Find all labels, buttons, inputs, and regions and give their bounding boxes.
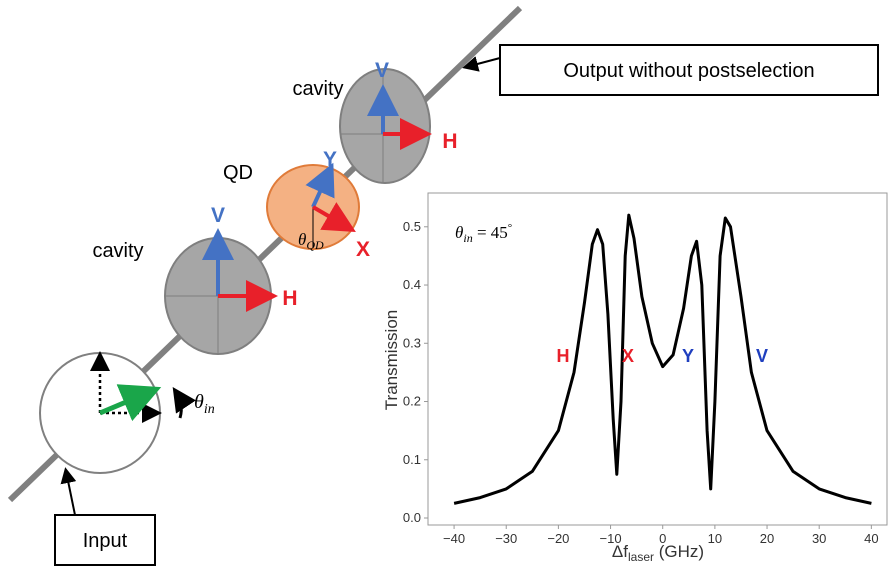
- pointer: [462, 56, 501, 72]
- x-tick-label: 10: [708, 531, 722, 546]
- y-tick-label: 0.4: [403, 277, 421, 292]
- peak-label: X: [622, 346, 634, 366]
- x-tick-label: 30: [812, 531, 826, 546]
- y-arrow: [305, 162, 335, 208]
- peak-label: Y: [682, 346, 694, 366]
- label: H: [442, 130, 457, 153]
- chart-annotation: θin = 45°: [455, 222, 512, 245]
- rotation-arrow: [172, 387, 196, 419]
- y-tick-label: 0.3: [403, 335, 421, 350]
- label: V: [375, 59, 389, 82]
- x-axis-label: Δflaser (GHz): [612, 542, 704, 564]
- label: cavity: [92, 240, 143, 262]
- output-box: [499, 44, 879, 96]
- label: cavity: [292, 78, 343, 100]
- label: V: [211, 204, 225, 227]
- label: Y: [323, 148, 337, 171]
- label: Input: [83, 530, 128, 552]
- input-box: [54, 514, 156, 566]
- y-tick-label: 0.0: [403, 510, 421, 525]
- label: H: [282, 287, 297, 310]
- x-tick-label: −30: [495, 531, 517, 546]
- x-tick-label: 40: [864, 531, 878, 546]
- y-tick-label: 0.1: [403, 452, 421, 467]
- x-tick-label: −40: [443, 531, 465, 546]
- curve: [453, 213, 872, 505]
- x-tick-label: 20: [760, 531, 774, 546]
- plot-area: [427, 192, 888, 526]
- theta-qd: θQD: [298, 230, 324, 252]
- x-tick-label: −20: [547, 531, 569, 546]
- y-tick-label: 0.2: [403, 394, 421, 409]
- label: X: [356, 238, 370, 261]
- x-tick-label: −10: [600, 531, 622, 546]
- pointer: [60, 467, 77, 516]
- input-vector: [99, 384, 162, 422]
- y-axis-label: Transmission: [382, 310, 401, 410]
- peak-label: H: [557, 346, 570, 366]
- theta-in: θin: [194, 391, 215, 417]
- x-tick-label: 0: [659, 531, 666, 546]
- label: Output without postselection: [563, 60, 814, 82]
- peak-label: V: [756, 346, 768, 366]
- x-arrow: [311, 202, 356, 233]
- label: QD: [223, 162, 253, 184]
- y-tick-label: 0.5: [403, 219, 421, 234]
